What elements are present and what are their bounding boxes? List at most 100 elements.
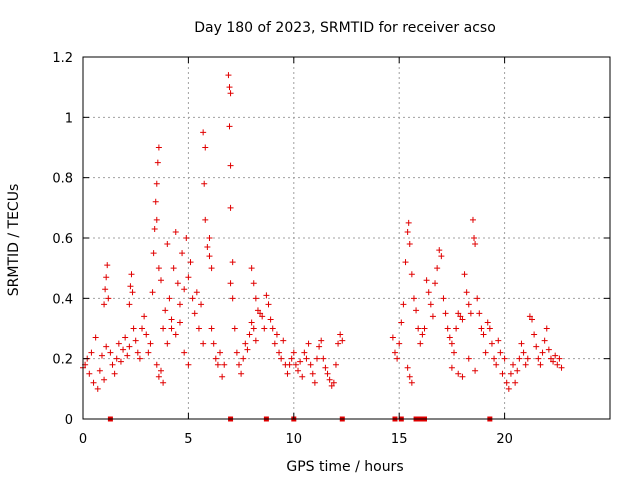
y-tick-label: 1 bbox=[65, 111, 73, 126]
data-point bbox=[248, 319, 255, 326]
data-point bbox=[269, 325, 276, 332]
data-point bbox=[389, 334, 396, 341]
data-point bbox=[459, 316, 466, 323]
data-point bbox=[176, 301, 183, 308]
data-point bbox=[200, 340, 207, 347]
data-point bbox=[233, 349, 240, 356]
data-point bbox=[134, 349, 141, 356]
data-point bbox=[143, 331, 150, 338]
data-point bbox=[288, 355, 295, 362]
data-point bbox=[286, 361, 293, 368]
data-point bbox=[320, 355, 327, 362]
data-point bbox=[541, 337, 548, 344]
data-point bbox=[90, 379, 97, 386]
data-point bbox=[151, 225, 158, 232]
data-point bbox=[189, 295, 196, 302]
data-point bbox=[185, 361, 192, 368]
data-point bbox=[107, 349, 114, 356]
data-point bbox=[436, 247, 443, 254]
data-point bbox=[105, 295, 112, 302]
data-point bbox=[404, 364, 411, 371]
data-point bbox=[307, 361, 314, 368]
data-point bbox=[238, 370, 245, 377]
data-point bbox=[183, 235, 190, 241]
data-point bbox=[295, 367, 302, 374]
data-point bbox=[174, 280, 181, 287]
data-point bbox=[313, 355, 320, 362]
data-point bbox=[210, 340, 217, 347]
y-tick-label: 1.2 bbox=[52, 51, 73, 66]
data-point bbox=[505, 385, 512, 392]
data-point bbox=[265, 301, 272, 308]
data-point bbox=[457, 313, 464, 320]
x-axis-label: GPS time / hours bbox=[286, 459, 403, 475]
data-point bbox=[290, 349, 297, 356]
data-point bbox=[478, 325, 485, 332]
data-point bbox=[263, 292, 270, 299]
data-point bbox=[432, 280, 439, 287]
data-point bbox=[150, 250, 157, 257]
data-point bbox=[480, 331, 487, 338]
data-point bbox=[556, 355, 563, 362]
data-point bbox=[324, 370, 331, 377]
data-point bbox=[155, 144, 162, 151]
data-point bbox=[533, 343, 540, 350]
data-point bbox=[482, 349, 489, 356]
data-point bbox=[526, 313, 533, 320]
data-point bbox=[535, 355, 542, 362]
data-point bbox=[193, 289, 200, 296]
grid-lines bbox=[83, 57, 610, 419]
data-point bbox=[273, 331, 280, 338]
data-point bbox=[297, 358, 304, 365]
data-point bbox=[499, 370, 506, 377]
data-point bbox=[252, 337, 259, 344]
data-point bbox=[157, 277, 164, 284]
data-point bbox=[406, 373, 413, 380]
data-point bbox=[246, 331, 253, 338]
data-point bbox=[195, 325, 202, 332]
y-tick-label: 0.6 bbox=[52, 232, 73, 247]
data-point bbox=[124, 352, 131, 359]
y-tick-label: 0.4 bbox=[52, 292, 73, 307]
data-point bbox=[276, 349, 283, 356]
data-point bbox=[415, 325, 422, 332]
data-point bbox=[465, 355, 472, 362]
data-point bbox=[495, 337, 502, 344]
data-point bbox=[309, 370, 316, 377]
data-point bbox=[227, 162, 234, 169]
chart-title: Day 180 of 2023, SRMTID for receiver acs… bbox=[194, 20, 496, 36]
data-point bbox=[400, 301, 407, 308]
data-point bbox=[497, 349, 504, 356]
data-point bbox=[191, 310, 198, 317]
x-tick-label: 20 bbox=[496, 432, 513, 447]
data-point bbox=[103, 274, 110, 281]
data-point bbox=[170, 265, 177, 272]
data-point bbox=[202, 216, 209, 223]
data-point bbox=[235, 361, 242, 368]
data-point bbox=[208, 325, 215, 332]
data-point bbox=[126, 343, 133, 350]
data-point bbox=[214, 361, 221, 368]
data-point bbox=[201, 180, 208, 187]
data-point bbox=[227, 204, 234, 211]
data-point bbox=[429, 313, 436, 320]
data-point bbox=[442, 310, 449, 317]
data-point bbox=[545, 346, 552, 353]
data-point bbox=[152, 198, 159, 205]
data-point bbox=[469, 216, 476, 223]
data-point bbox=[316, 343, 323, 350]
plot-frame bbox=[82, 56, 611, 420]
data-point bbox=[104, 262, 111, 269]
x-tick-label: 0 bbox=[79, 432, 87, 447]
data-point bbox=[543, 325, 550, 332]
data-point bbox=[172, 228, 179, 235]
data-point bbox=[181, 349, 188, 356]
data-point bbox=[126, 301, 133, 308]
data-point bbox=[267, 316, 274, 323]
data-point bbox=[259, 313, 266, 320]
data-point bbox=[448, 340, 455, 347]
data-point bbox=[446, 334, 453, 341]
data-point bbox=[425, 289, 432, 296]
data-point bbox=[217, 349, 224, 356]
